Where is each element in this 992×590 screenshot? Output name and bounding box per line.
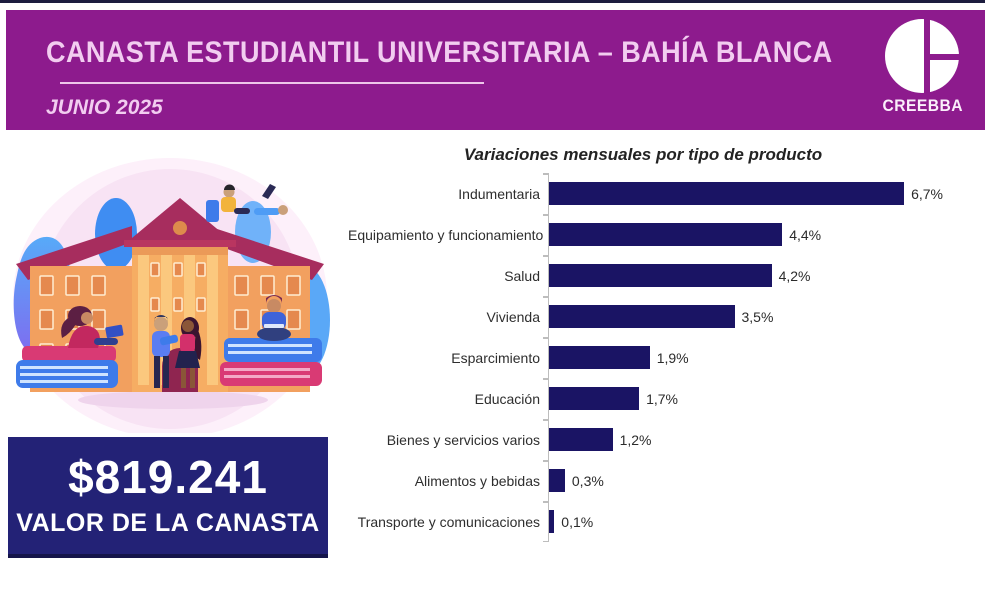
category-label: Transporte y comunicaciones bbox=[357, 513, 540, 530]
book-stacks bbox=[16, 338, 322, 388]
bar-chart: Variaciones mensuales por tipo de produc… bbox=[348, 140, 988, 542]
chart-row: Vivienda 3,5% bbox=[348, 296, 988, 337]
chart-title: Variaciones mensuales por tipo de produc… bbox=[463, 145, 823, 164]
category-label: Educación bbox=[474, 390, 540, 407]
category-label: Esparcimiento bbox=[451, 349, 540, 366]
students bbox=[61, 184, 291, 388]
header-divider bbox=[60, 82, 484, 84]
period-label: JUNIO 2025 bbox=[46, 96, 163, 119]
category-label: Alimentos y bebidas bbox=[414, 472, 540, 489]
bar bbox=[549, 264, 772, 287]
category-label: Salud bbox=[504, 267, 540, 284]
bar-area: 0,3% bbox=[542, 460, 988, 501]
bar-area: 1,7% bbox=[542, 378, 988, 419]
chart-row: Salud 4,2% bbox=[348, 255, 988, 296]
bar-area: 6,7% bbox=[542, 173, 988, 214]
value-label: 4,2% bbox=[778, 267, 811, 284]
chart-row: Equipamiento y funcionamiento 4,4% bbox=[348, 214, 988, 255]
category-label: Vivienda bbox=[486, 308, 540, 325]
bar bbox=[549, 510, 555, 533]
bar bbox=[549, 428, 613, 451]
bar-area: 1,9% bbox=[542, 337, 988, 378]
chart-row: Alimentos y bebidas 0,3% bbox=[348, 460, 988, 501]
chart-row: Educación 1,7% bbox=[348, 378, 988, 419]
category-label: Equipamiento y funcionamiento bbox=[348, 226, 544, 243]
bar-area: 3,5% bbox=[542, 296, 988, 337]
bar bbox=[549, 223, 783, 246]
value-label: 0,3% bbox=[571, 472, 604, 489]
bar bbox=[549, 346, 650, 369]
page-title: CANASTA ESTUDIANTIL UNIVERSITARIA – BAHÍ… bbox=[46, 36, 833, 69]
header-band: CANASTA ESTUDIANTIL UNIVERSITARIA – BAHÍ… bbox=[6, 10, 985, 130]
chart-row: Transporte y comunicaciones 0,1% bbox=[348, 501, 988, 542]
top-border-line bbox=[0, 0, 985, 3]
creebba-logo: CREEBBA bbox=[879, 18, 965, 116]
chart-row: Esparcimiento 1,9% bbox=[348, 337, 988, 378]
bar-area: 1,2% bbox=[542, 419, 988, 460]
bar bbox=[549, 469, 565, 492]
chart-row: Bienes y servicios varios 1,2% bbox=[348, 419, 988, 460]
value-label: 1,2% bbox=[619, 431, 652, 448]
basket-amount: $819.241 bbox=[68, 451, 268, 504]
bar-area: 4,4% bbox=[542, 214, 988, 255]
creebba-logo-text: CREEBBA bbox=[882, 96, 963, 115]
university-illustration bbox=[10, 148, 330, 438]
chart-row: Indumentaria 6,7% bbox=[348, 173, 988, 214]
bar bbox=[549, 305, 735, 328]
bar bbox=[549, 182, 905, 205]
category-label: Bienes y servicios varios bbox=[386, 431, 540, 448]
bar bbox=[549, 387, 640, 410]
value-label: 1,7% bbox=[646, 390, 679, 407]
value-label: 3,5% bbox=[741, 308, 774, 325]
value-label: 0,1% bbox=[561, 513, 594, 530]
value-label: 4,4% bbox=[789, 226, 822, 243]
basket-value-box: $819.241 VALOR DE LA CANASTA bbox=[8, 437, 328, 558]
value-label: 1,9% bbox=[656, 349, 689, 366]
category-label: Indumentaria bbox=[458, 185, 540, 202]
bar-area: 4,2% bbox=[542, 255, 988, 296]
value-label: 6,7% bbox=[911, 185, 944, 202]
bar-area: 0,1% bbox=[542, 501, 988, 542]
creebba-logo-mark bbox=[885, 18, 960, 94]
chart-rows: Indumentaria 6,7% Equipamiento y funcionam… bbox=[348, 173, 988, 542]
basket-amount-label: VALOR DE LA CANASTA bbox=[16, 508, 320, 537]
